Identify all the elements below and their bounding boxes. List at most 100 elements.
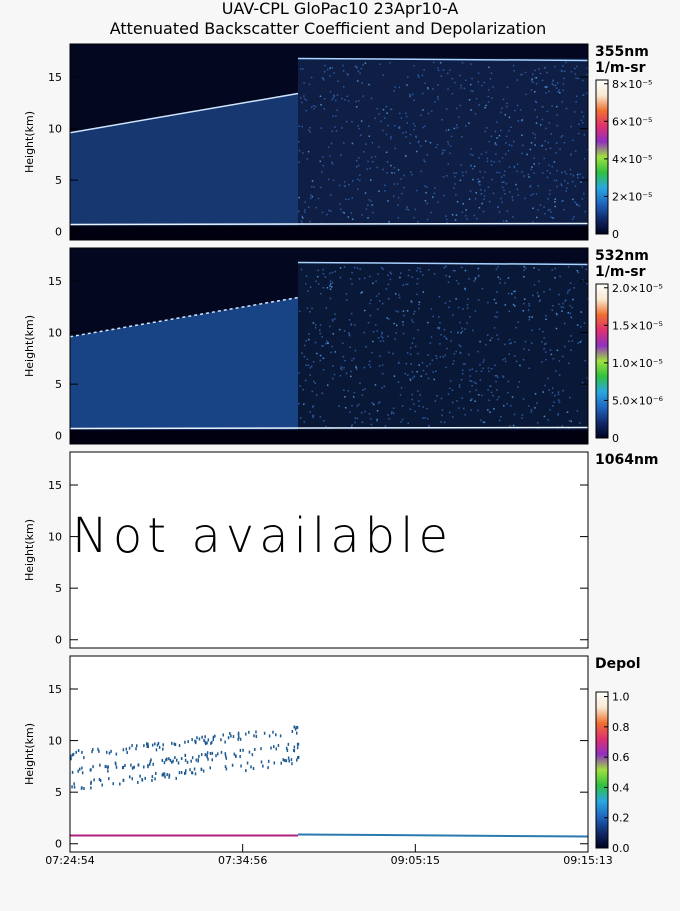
noise bbox=[356, 80, 359, 82]
colorbar-tick-label: 0.8 bbox=[612, 721, 630, 734]
noise bbox=[455, 350, 457, 353]
annotation: Not available bbox=[72, 508, 453, 564]
noise bbox=[327, 68, 329, 71]
cloud-speck bbox=[207, 757, 209, 761]
noise bbox=[359, 72, 361, 74]
noise bbox=[493, 161, 495, 163]
noise bbox=[500, 176, 503, 178]
noise bbox=[384, 190, 386, 192]
noise bbox=[472, 168, 474, 170]
noise bbox=[394, 338, 396, 340]
cloud-speck bbox=[114, 761, 117, 765]
noise bbox=[309, 311, 311, 313]
noise bbox=[534, 100, 537, 103]
noise bbox=[414, 345, 417, 348]
cloud-speck bbox=[124, 764, 126, 768]
noise bbox=[496, 398, 499, 401]
noise bbox=[537, 209, 539, 211]
noise bbox=[477, 80, 480, 83]
cloud-speck bbox=[169, 758, 172, 762]
noise bbox=[496, 374, 498, 377]
noise bbox=[309, 374, 311, 376]
noise bbox=[523, 175, 525, 177]
noise bbox=[454, 219, 457, 221]
noise bbox=[355, 159, 358, 162]
noise bbox=[341, 127, 343, 129]
noise bbox=[461, 62, 464, 64]
noise bbox=[528, 176, 530, 178]
noise bbox=[579, 173, 581, 176]
noise bbox=[316, 352, 318, 355]
noise bbox=[576, 269, 579, 272]
noise bbox=[531, 294, 534, 297]
noise bbox=[310, 106, 313, 108]
noise bbox=[378, 112, 380, 115]
noise bbox=[504, 357, 506, 360]
noise bbox=[334, 313, 336, 315]
noise bbox=[355, 368, 358, 370]
noise bbox=[388, 417, 390, 420]
noise bbox=[298, 372, 300, 374]
noise bbox=[300, 220, 303, 222]
noise bbox=[403, 174, 405, 177]
noise bbox=[523, 269, 525, 272]
noise bbox=[505, 142, 507, 144]
noise bbox=[376, 166, 378, 169]
cloud-speck bbox=[242, 748, 244, 752]
noise bbox=[332, 179, 335, 182]
noise bbox=[483, 189, 486, 192]
panel-label: Depol bbox=[595, 656, 641, 672]
noise bbox=[503, 189, 505, 192]
noise bbox=[357, 164, 360, 167]
noise bbox=[462, 363, 465, 365]
cloud-speck bbox=[186, 760, 189, 764]
noise bbox=[535, 193, 538, 195]
noise bbox=[314, 341, 317, 344]
noise bbox=[390, 273, 393, 275]
cloud-speck bbox=[143, 765, 145, 769]
noise bbox=[425, 140, 427, 142]
noise bbox=[405, 115, 408, 118]
cloud-speck bbox=[227, 736, 230, 740]
noise bbox=[508, 116, 511, 119]
cloud-speck bbox=[75, 750, 77, 754]
cloud-speck bbox=[83, 787, 85, 791]
y-axis-label: Height(km) bbox=[23, 519, 36, 581]
noise bbox=[359, 382, 361, 385]
cloud-speck bbox=[225, 756, 228, 760]
noise bbox=[487, 409, 489, 411]
noise bbox=[378, 293, 380, 295]
noise bbox=[426, 365, 428, 367]
noise bbox=[510, 405, 512, 407]
surface bbox=[70, 426, 588, 430]
cloud-speck bbox=[291, 729, 294, 733]
noise bbox=[496, 291, 498, 293]
noise bbox=[570, 173, 572, 176]
noise bbox=[380, 335, 383, 338]
noise bbox=[412, 377, 414, 379]
noise bbox=[538, 328, 541, 330]
noise bbox=[298, 125, 301, 127]
noise bbox=[557, 82, 559, 84]
noise bbox=[406, 206, 408, 208]
cloud-speck bbox=[175, 776, 177, 780]
noise bbox=[358, 127, 360, 130]
noise bbox=[450, 135, 453, 138]
noise bbox=[393, 172, 396, 174]
noise bbox=[576, 65, 578, 68]
noise bbox=[445, 366, 447, 369]
noise bbox=[360, 134, 362, 136]
noise bbox=[542, 391, 545, 393]
noise bbox=[521, 119, 524, 121]
noise bbox=[502, 220, 505, 222]
noise bbox=[382, 268, 384, 270]
noise bbox=[506, 403, 508, 405]
aerosol-region bbox=[70, 93, 298, 226]
noise bbox=[413, 375, 416, 378]
noise bbox=[563, 208, 565, 211]
colorbar-tick-label: 8×10⁻⁵ bbox=[612, 78, 652, 91]
cloud-speck bbox=[296, 758, 298, 762]
noise bbox=[473, 165, 476, 168]
noise bbox=[492, 395, 494, 397]
noise bbox=[504, 192, 506, 195]
